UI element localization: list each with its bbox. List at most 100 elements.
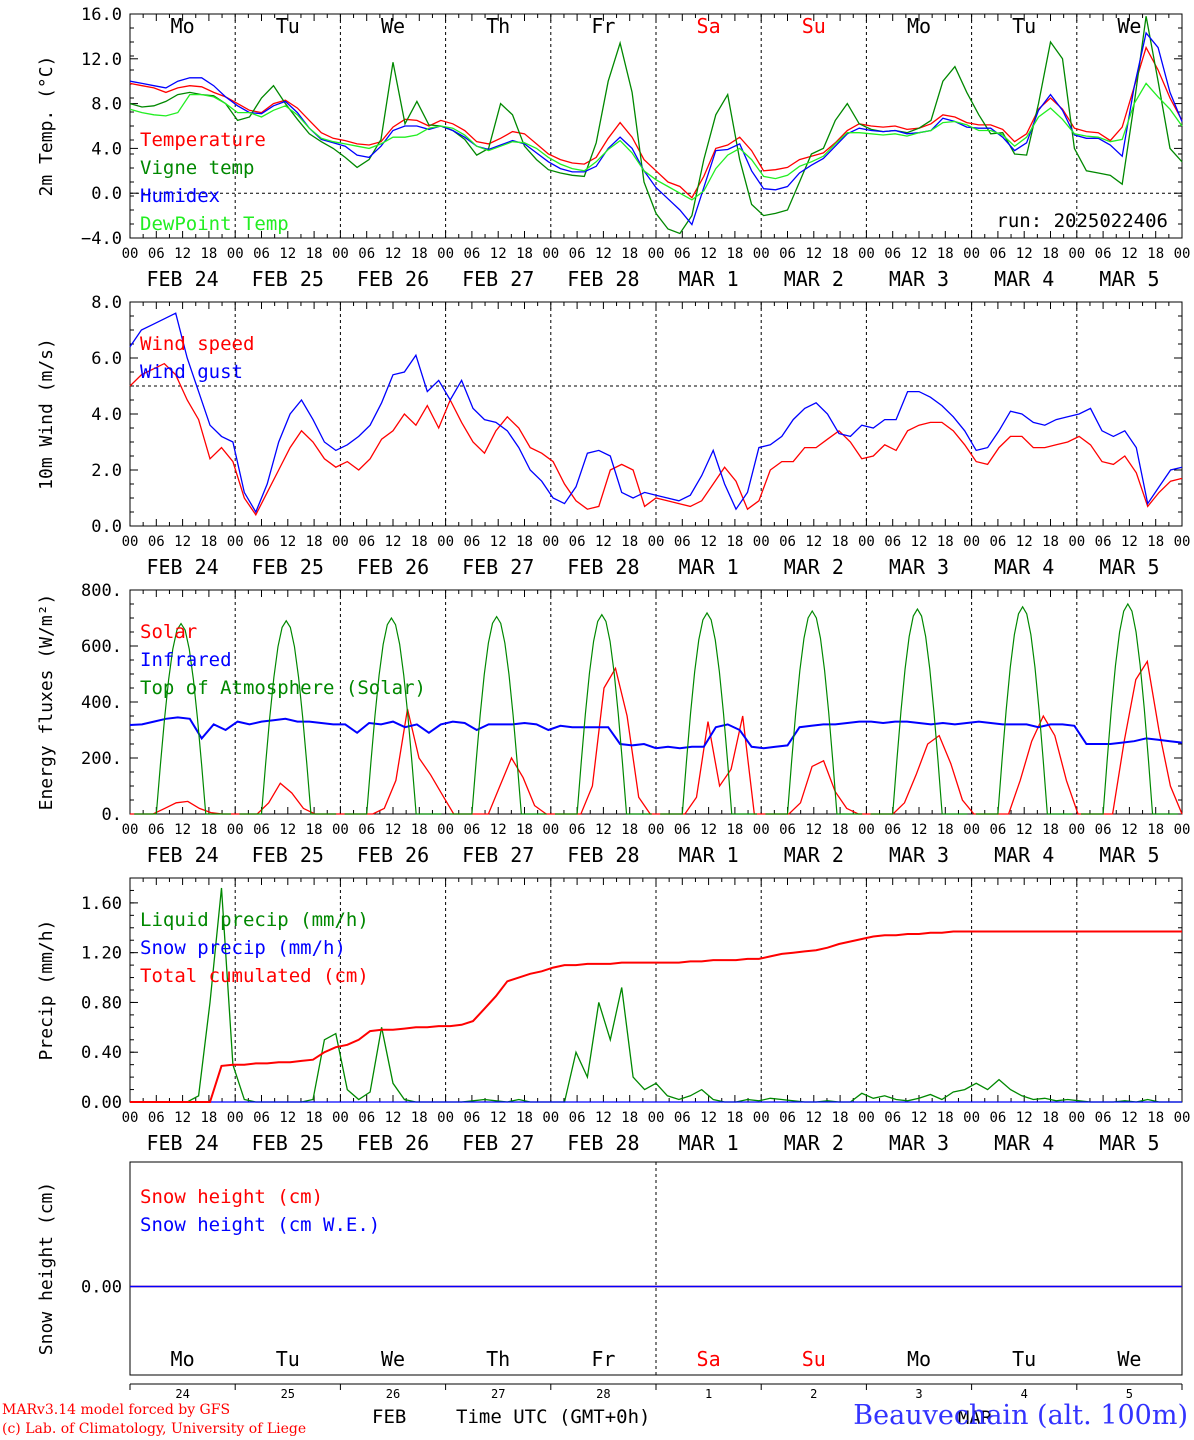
hour-label: 12: [911, 246, 928, 262]
day-number-label: 2: [810, 1387, 817, 1401]
legend-entry: Top of Atmosphere (Solar): [140, 677, 426, 699]
x-axis-title: Time UTC (GMT+0h): [456, 1406, 651, 1428]
hour-label: 12: [279, 1110, 296, 1126]
date-label: MAR 4: [994, 555, 1054, 579]
date-label: FEB 26: [357, 1131, 429, 1155]
hour-label: 18: [937, 1110, 954, 1126]
weekday-label: We: [1117, 1347, 1141, 1371]
hour-label: 00: [332, 822, 349, 838]
hour-label: 00: [122, 246, 139, 262]
hour-label: 12: [595, 246, 612, 262]
legend-entry: Snow precip (mm/h): [140, 937, 346, 959]
hour-label: 06: [884, 534, 901, 550]
date-label: FEB 27: [462, 843, 534, 867]
hour-label: 06: [884, 1110, 901, 1126]
hour-label: 18: [832, 534, 849, 550]
hour-label: 00: [963, 534, 980, 550]
hour-label: 18: [306, 246, 323, 262]
hour-label: 06: [1095, 534, 1112, 550]
date-label: FEB 25: [252, 1131, 324, 1155]
hour-label: 12: [279, 534, 296, 550]
date-label: FEB 28: [567, 1131, 639, 1155]
hour-label: 12: [490, 1110, 507, 1126]
y-tick-label: 4.0: [91, 139, 122, 159]
series-line-1: [129, 312, 1183, 514]
hour-label: 06: [1095, 246, 1112, 262]
y-tick-label: 0.0: [91, 517, 122, 537]
y-axis-label: Snow height (cm): [36, 1182, 57, 1355]
hour-label: 06: [358, 822, 375, 838]
hour-label: 06: [253, 1110, 270, 1126]
hour-label: 06: [884, 822, 901, 838]
hour-label: 00: [122, 534, 139, 550]
hour-label: 18: [1042, 534, 1059, 550]
hour-label: 18: [516, 246, 533, 262]
weekday-label: Fr: [591, 14, 615, 38]
hour-label: 12: [911, 822, 928, 838]
hour-label: 06: [674, 534, 691, 550]
hour-label: 12: [805, 246, 822, 262]
credit-model: MARv3.14 model forced by GFS: [2, 1402, 231, 1418]
y-axis-label: Energy fluxes (W/m²): [36, 594, 57, 811]
hour-label: 00: [753, 1110, 770, 1126]
series-line-toa-day: [134, 622, 231, 815]
hour-label: 00: [648, 1110, 665, 1126]
series-line-1: [129, 16, 1183, 235]
legend-entry: Total cumulated (cm): [140, 965, 369, 987]
y-tick-label: 800.: [81, 581, 122, 601]
hour-label: 18: [411, 1110, 428, 1126]
hour-label: 06: [989, 822, 1006, 838]
hour-label: 06: [779, 534, 796, 550]
panel-frame: [129, 301, 1183, 527]
hour-label: 18: [1042, 1110, 1059, 1126]
panel-4: [129, 877, 1183, 1103]
date-label: MAR 2: [784, 843, 844, 867]
hour-label: 12: [1016, 1110, 1033, 1126]
date-label: MAR 5: [1099, 843, 1159, 867]
y-tick-label: 600.: [81, 637, 122, 657]
date-label: FEB 25: [252, 555, 324, 579]
weekday-label: Mo: [907, 14, 931, 38]
hour-label: 18: [1147, 1110, 1164, 1126]
hour-label: 00: [1174, 534, 1191, 550]
date-label: MAR 4: [994, 843, 1054, 867]
series-line-toa-day: [975, 605, 1073, 815]
date-label: MAR 1: [678, 1131, 738, 1155]
hour-label: 18: [832, 246, 849, 262]
date-label: FEB 24: [146, 843, 218, 867]
legend-entry: Humidex: [140, 185, 220, 207]
hour-label: 18: [621, 246, 638, 262]
series-line-toa-day: [555, 613, 652, 815]
hour-label: 12: [174, 822, 191, 838]
weekday-label: Tu: [276, 14, 300, 38]
hour-label: 00: [753, 246, 770, 262]
hour-label: 12: [700, 822, 717, 838]
hour-label: 18: [937, 822, 954, 838]
panel-5: [129, 1161, 1183, 1376]
hour-label: 00: [227, 822, 244, 838]
hour-label: 06: [358, 1110, 375, 1126]
hour-label: 06: [253, 246, 270, 262]
hour-label: 18: [832, 822, 849, 838]
hour-label: 06: [884, 246, 901, 262]
day-number-label: 1: [705, 1387, 712, 1401]
series-line-toa-day: [449, 615, 547, 815]
hour-label: 06: [989, 246, 1006, 262]
date-label: MAR 3: [889, 555, 949, 579]
hour-label: 00: [542, 1110, 559, 1126]
y-tick-label: 400.: [81, 693, 122, 713]
hour-label: 00: [963, 1110, 980, 1126]
date-label: MAR 1: [678, 555, 738, 579]
hour-label: 18: [1147, 822, 1164, 838]
legend-entry: Vigne temp: [140, 157, 254, 179]
hour-label: 00: [437, 534, 454, 550]
legend-entry: Snow height (cm): [140, 1186, 323, 1208]
series-line-3: [129, 82, 1183, 201]
series-line-2: [130, 930, 1182, 1103]
weekday-label: We: [1117, 14, 1141, 38]
hour-label: 00: [542, 534, 559, 550]
y-tick-label: 4.0: [91, 405, 122, 425]
weekday-label: Su: [802, 1347, 826, 1371]
y-tick-label: 6.0: [91, 349, 122, 369]
hour-label: 00: [437, 246, 454, 262]
